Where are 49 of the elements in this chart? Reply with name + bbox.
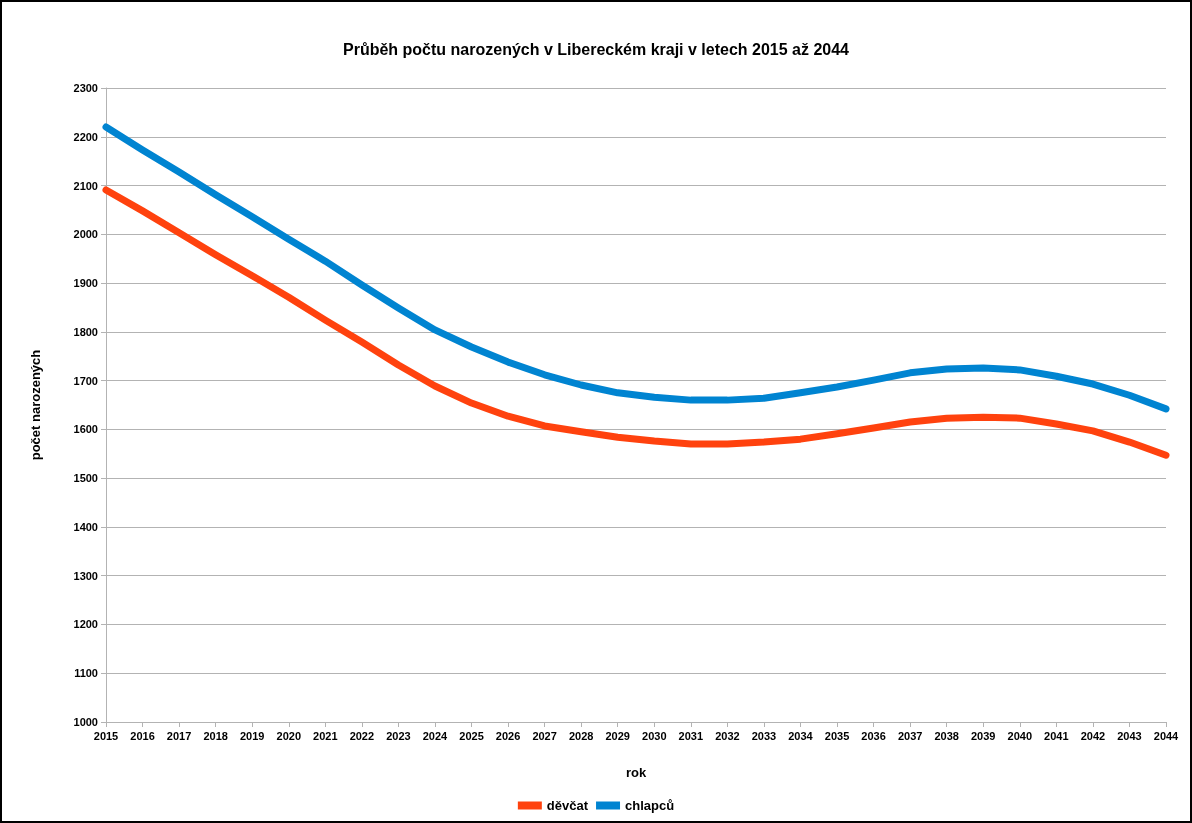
legend-label: děvčat xyxy=(546,798,589,813)
y-tick-label: 2000 xyxy=(73,228,98,241)
x-tick-label: 2019 xyxy=(239,729,265,742)
y-tick-label: 1000 xyxy=(73,716,98,728)
y-tick-label: 1200 xyxy=(73,618,98,631)
x-tick-label: 2020 xyxy=(276,729,301,742)
y-tick-label: 1600 xyxy=(73,423,98,436)
x-tick-label: 2044 xyxy=(1153,729,1180,742)
x-tick-label: 2023 xyxy=(386,729,411,742)
x-tick-label: 2027 xyxy=(532,729,557,742)
y-tick-label: 2100 xyxy=(73,179,98,192)
x-axis-title: rok xyxy=(625,765,647,780)
x-tick-label: 2030 xyxy=(642,729,667,742)
y-tick-label: 1100 xyxy=(74,667,98,680)
y-tick-label: 1800 xyxy=(73,325,98,338)
y-axis-title: počet narozených xyxy=(28,349,43,461)
y-tick-label: 2200 xyxy=(73,130,98,143)
x-tick-label: 2036 xyxy=(861,729,886,742)
x-tick-label: 2031 xyxy=(678,729,704,742)
x-tick-label: 2041 xyxy=(1044,729,1069,742)
y-tick-label: 1700 xyxy=(73,374,98,387)
y-tick-label: 1500 xyxy=(73,472,98,485)
x-tick-label: 2038 xyxy=(934,729,959,742)
x-tick-label: 2024 xyxy=(422,729,449,742)
legend-label: chlapců xyxy=(625,798,675,813)
x-tick-label: 2028 xyxy=(568,729,594,742)
y-tick-label: 1300 xyxy=(73,569,98,582)
x-tick-label: 2026 xyxy=(495,729,521,742)
x-tick-label: 2029 xyxy=(605,729,630,742)
y-tick-label: 2300 xyxy=(73,82,98,94)
y-tick-label: 1900 xyxy=(73,277,98,290)
x-tick-label: 2016 xyxy=(130,729,155,742)
x-tick-label: 2043 xyxy=(1117,729,1142,742)
y-tick-label: 1400 xyxy=(73,520,98,533)
x-tick-label: 2037 xyxy=(897,729,923,742)
x-tick-label: 2040 xyxy=(1007,729,1033,742)
x-tick-label: 2015 xyxy=(93,729,119,742)
chart-title: Průběh počtu narozených v Libereckém kraji v letech 2015 až 2044 xyxy=(342,40,850,58)
x-tick-label: 2021 xyxy=(313,729,338,742)
x-tick-label: 2022 xyxy=(349,729,375,742)
x-tick-label: 2017 xyxy=(166,729,192,742)
x-tick-label: 2025 xyxy=(459,729,484,742)
x-tick-label: 2032 xyxy=(715,729,740,742)
x-tick-label: 2042 xyxy=(1080,729,1106,742)
x-tick-label: 2035 xyxy=(824,729,850,742)
x-tick-label: 2034 xyxy=(788,729,814,742)
x-tick-label: 2039 xyxy=(971,729,996,742)
x-tick-label: 2018 xyxy=(203,729,228,742)
x-tick-label: 2033 xyxy=(751,729,777,742)
